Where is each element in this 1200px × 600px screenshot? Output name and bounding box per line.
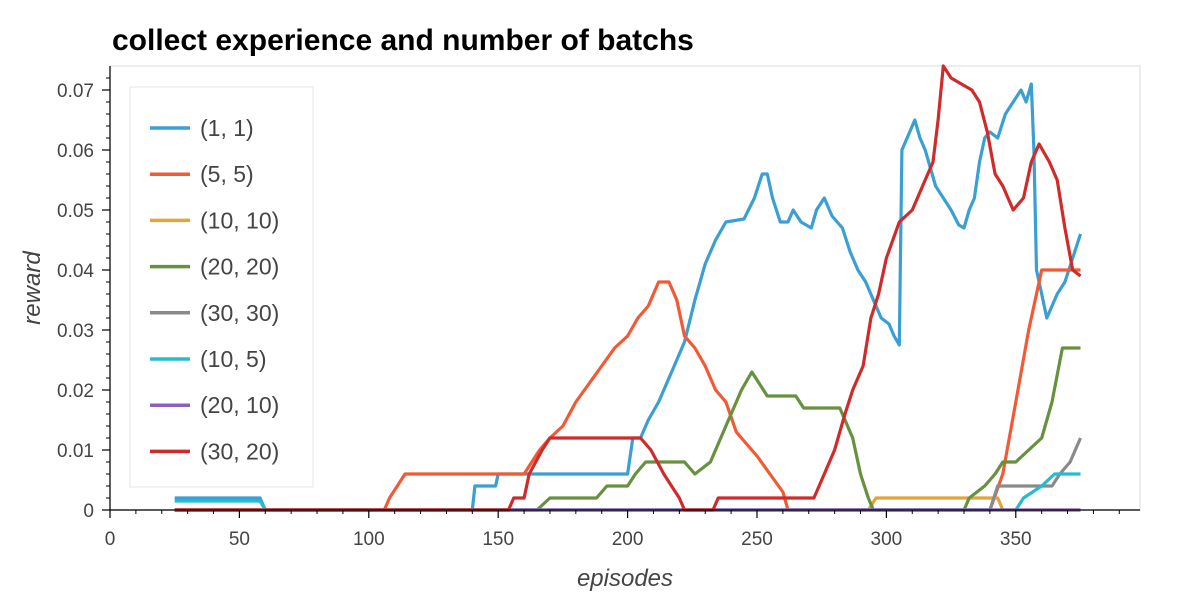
y-tick-label: 0.06 bbox=[57, 141, 94, 162]
legend-label: (30, 20) bbox=[200, 438, 279, 464]
x-tick-label: 100 bbox=[353, 529, 385, 550]
series-line-1 bbox=[174, 82, 1083, 512]
legend-label: (1, 1) bbox=[200, 115, 254, 141]
x-tick-label: 0 bbox=[105, 529, 116, 550]
y-tick-label: 0 bbox=[83, 501, 94, 522]
x-tick-label: 350 bbox=[1000, 529, 1032, 550]
y-tick-label: 0.05 bbox=[57, 201, 94, 222]
x-tick-label: 50 bbox=[229, 529, 250, 550]
x-tick-label: 200 bbox=[612, 529, 644, 550]
legend-label: (30, 30) bbox=[200, 300, 279, 326]
legend-label: (10, 5) bbox=[200, 346, 266, 372]
legend: (1, 1) (5, 5) (10, 10) (20, 20) (30, 30) (10,… bbox=[129, 86, 314, 488]
legend-label: (5, 5) bbox=[200, 161, 254, 187]
x-tick-label: 150 bbox=[482, 529, 514, 550]
y-tick-label: 0.03 bbox=[57, 321, 94, 342]
series-line-3 bbox=[174, 496, 1081, 512]
y-tick-label: 0.01 bbox=[57, 441, 94, 462]
legend-box bbox=[129, 86, 314, 488]
x-axis-label: episodes bbox=[577, 565, 673, 592]
y-tick-label: 0.02 bbox=[57, 381, 94, 402]
legend-label: (10, 10) bbox=[200, 207, 279, 233]
x-tick-label: 300 bbox=[871, 529, 903, 550]
legend-label: (20, 20) bbox=[200, 254, 279, 280]
y-axis-label: reward bbox=[19, 251, 46, 325]
y-tick-label: 0.07 bbox=[57, 81, 94, 102]
chart-title: collect experience and number of batchs bbox=[112, 24, 694, 57]
x-tick-label: 250 bbox=[741, 529, 773, 550]
series-line-6 bbox=[174, 472, 1081, 512]
axes-layer: 0 50 100 150 200 250 300 350 0 0.01 0.02 0.03 0.04 0.… bbox=[57, 66, 1140, 550]
legend-label: (20, 10) bbox=[200, 392, 279, 418]
series-line-8 bbox=[174, 64, 1082, 512]
series-line-4 bbox=[174, 346, 1081, 512]
y-tick-label: 0.04 bbox=[57, 261, 94, 282]
